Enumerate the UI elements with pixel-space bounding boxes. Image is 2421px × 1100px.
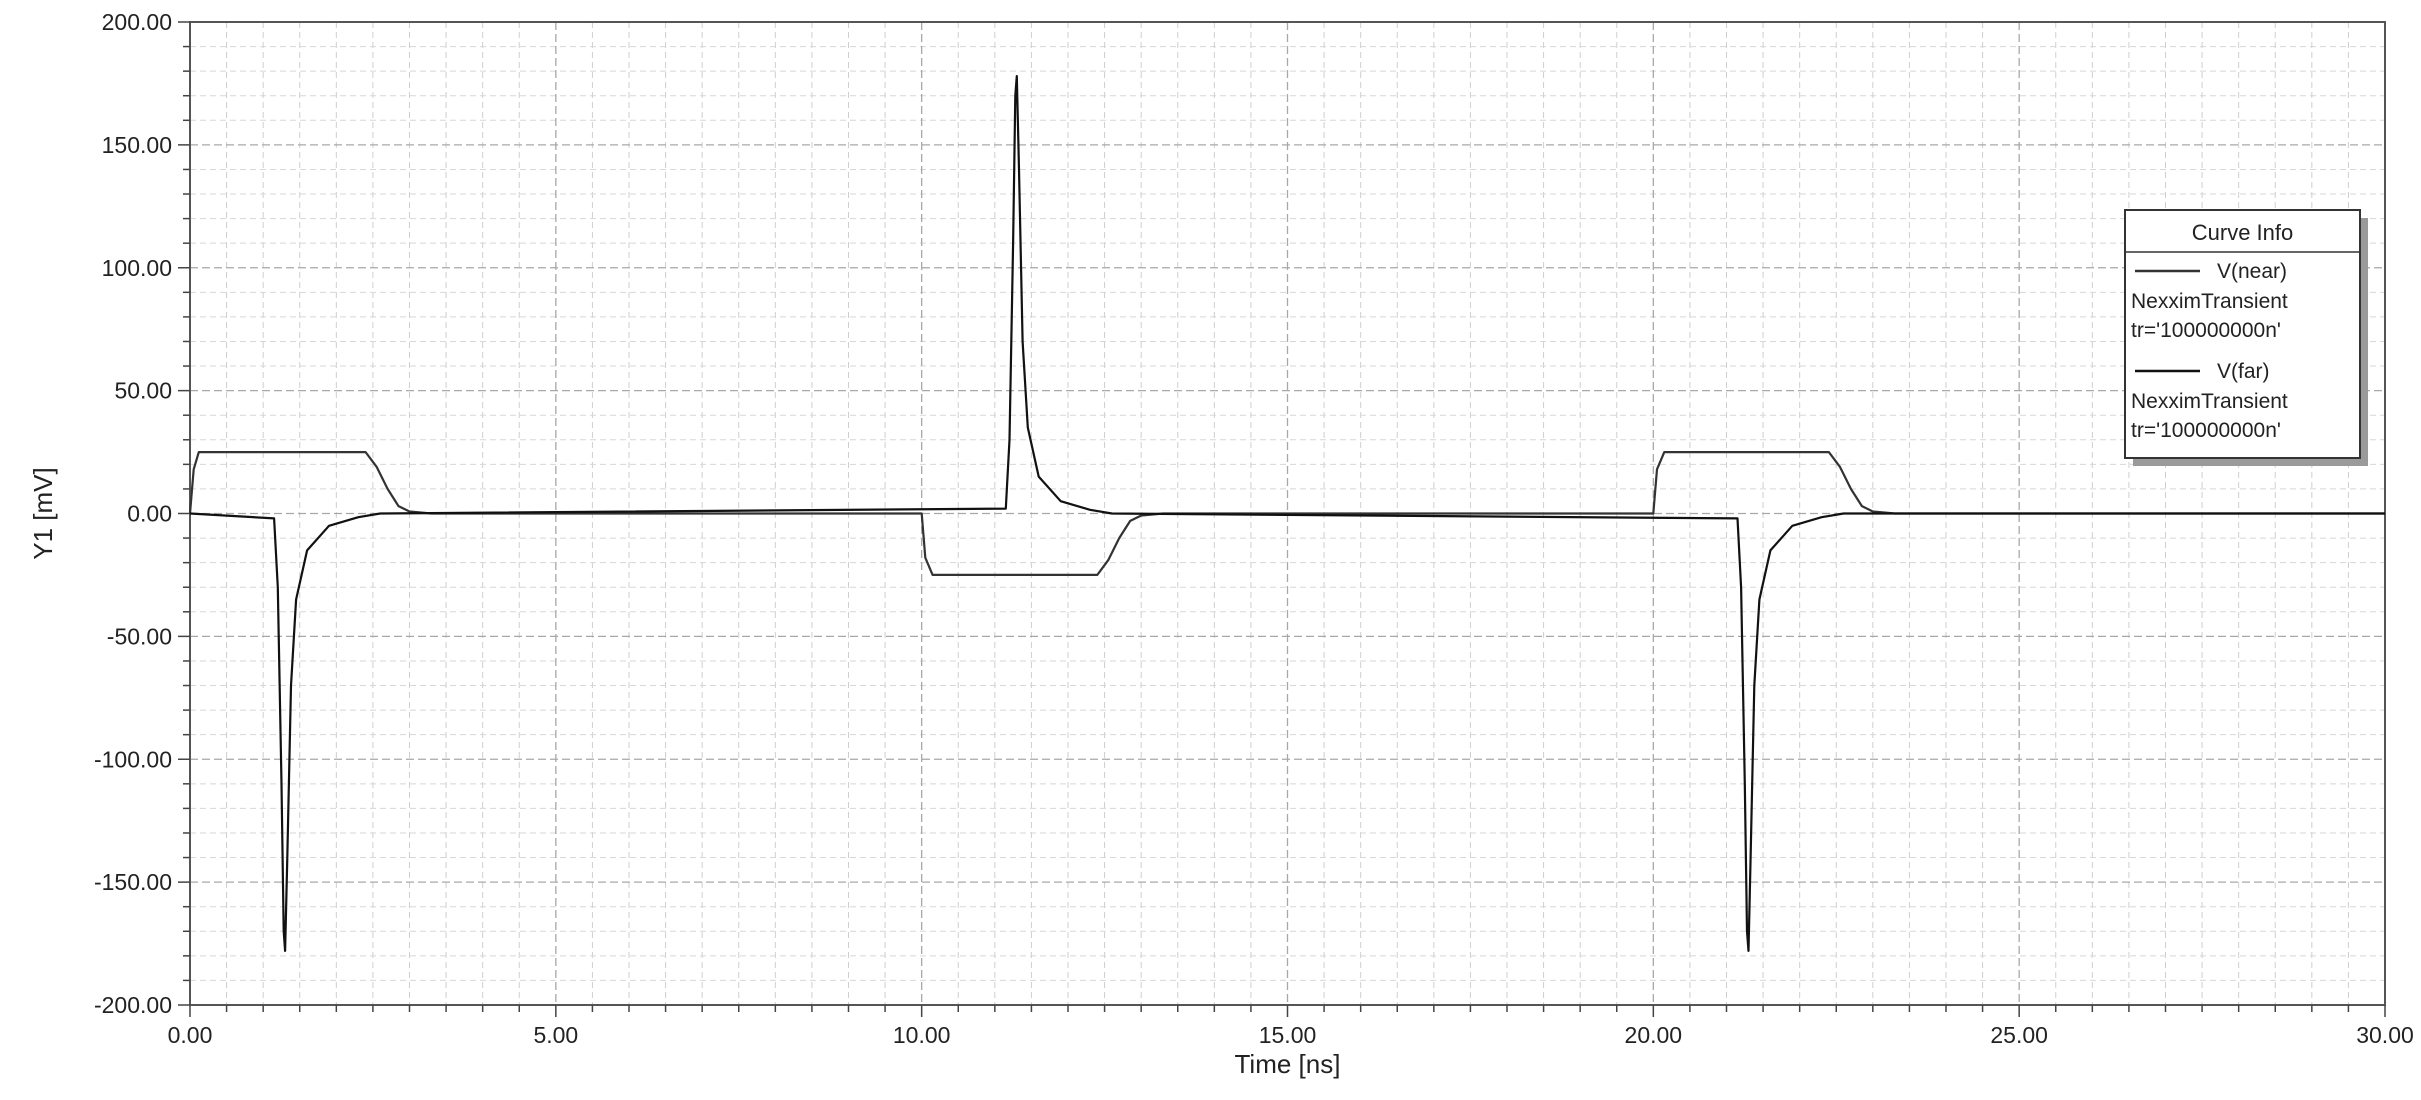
y-tick-label: -200.00: [94, 992, 172, 1018]
y-tick-label: 100.00: [102, 255, 172, 281]
y-tick-label: 200.00: [102, 9, 172, 35]
x-tick-label: 15.00: [1259, 1022, 1317, 1048]
series-line-v-far: [189, 74, 2385, 953]
legend-series-name: V(near): [2217, 260, 2287, 283]
x-axis-title: Time [ns]: [1235, 1049, 1341, 1079]
legend-title: Curve Info: [2192, 220, 2294, 245]
y-tick-label: -100.00: [94, 746, 172, 772]
y-tick-label: -50.00: [107, 623, 172, 649]
y-tick-label: -150.00: [94, 869, 172, 895]
y-tick-label: 50.00: [114, 378, 172, 404]
x-tick-label: 25.00: [1990, 1022, 2048, 1048]
x-tick-label: 30.00: [2356, 1022, 2414, 1048]
x-tick-label: 5.00: [533, 1022, 578, 1048]
legend[interactable]: Curve Info V(near) NexximTransient tr='1000…: [2124, 209, 2368, 466]
series-layer: [188, 74, 2385, 953]
axes-layer: 200.00 150.00 100.00 50.00 0.00 -50.00 -100.00…: [94, 9, 2414, 1048]
y-tick-label: 0.00: [127, 501, 172, 527]
x-tick-label: 0.00: [168, 1022, 213, 1048]
y-axis-title: Y1 [mV]: [28, 467, 58, 559]
series-line-v-near: [188, 451, 2385, 577]
x-tick-label: 20.00: [1625, 1022, 1683, 1048]
legend-series-name: V(far): [2217, 360, 2270, 383]
legend-series-detail: NexximTransient: [2131, 390, 2288, 413]
y-tick-label: 150.00: [102, 132, 172, 158]
legend-series-detail: tr='100000000n': [2131, 419, 2281, 442]
legend-series-detail: NexximTransient: [2131, 290, 2288, 313]
legend-series-detail: tr='100000000n': [2131, 319, 2281, 342]
x-tick-label: 10.00: [893, 1022, 951, 1048]
